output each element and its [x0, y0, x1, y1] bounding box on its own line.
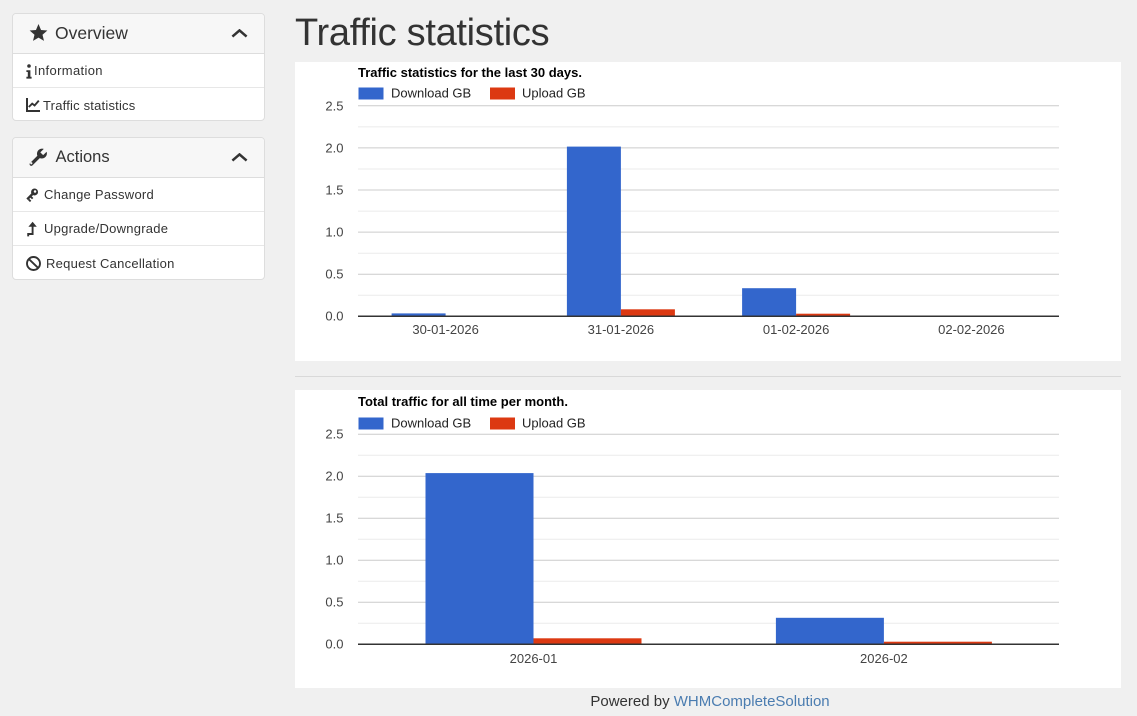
svg-text:1.0: 1.0: [325, 553, 343, 568]
svg-text:Total traffic for all time per: Total traffic for all time per month.: [358, 394, 568, 409]
svg-text:0.0: 0.0: [325, 637, 343, 652]
svg-text:2.0: 2.0: [325, 469, 343, 484]
svg-text:1.5: 1.5: [325, 511, 343, 526]
svg-text:0.0: 0.0: [325, 309, 343, 324]
svg-text:2.0: 2.0: [325, 140, 343, 155]
svg-text:30-01-2026: 30-01-2026: [412, 322, 479, 337]
svg-text:Upload GB: Upload GB: [522, 416, 586, 431]
svg-text:1.5: 1.5: [325, 183, 343, 198]
svg-text:2.5: 2.5: [325, 427, 343, 442]
svg-text:Download GB: Download GB: [391, 86, 471, 101]
svg-text:Upload GB: Upload GB: [522, 86, 586, 101]
svg-text:Traffic statistics for the las: Traffic statistics for the last 30 days.: [358, 65, 582, 80]
svg-text:0.5: 0.5: [325, 267, 343, 282]
svg-text:2026-02: 2026-02: [860, 651, 908, 666]
svg-text:0.5: 0.5: [325, 595, 343, 610]
svg-text:31-01-2026: 31-01-2026: [588, 322, 655, 337]
svg-text:2.5: 2.5: [325, 98, 343, 113]
svg-text:2026-01: 2026-01: [510, 651, 558, 666]
svg-text:Download GB: Download GB: [391, 416, 471, 431]
svg-text:1.0: 1.0: [325, 225, 343, 240]
svg-text:01-02-2026: 01-02-2026: [763, 322, 830, 337]
svg-text:02-02-2026: 02-02-2026: [938, 322, 1005, 337]
